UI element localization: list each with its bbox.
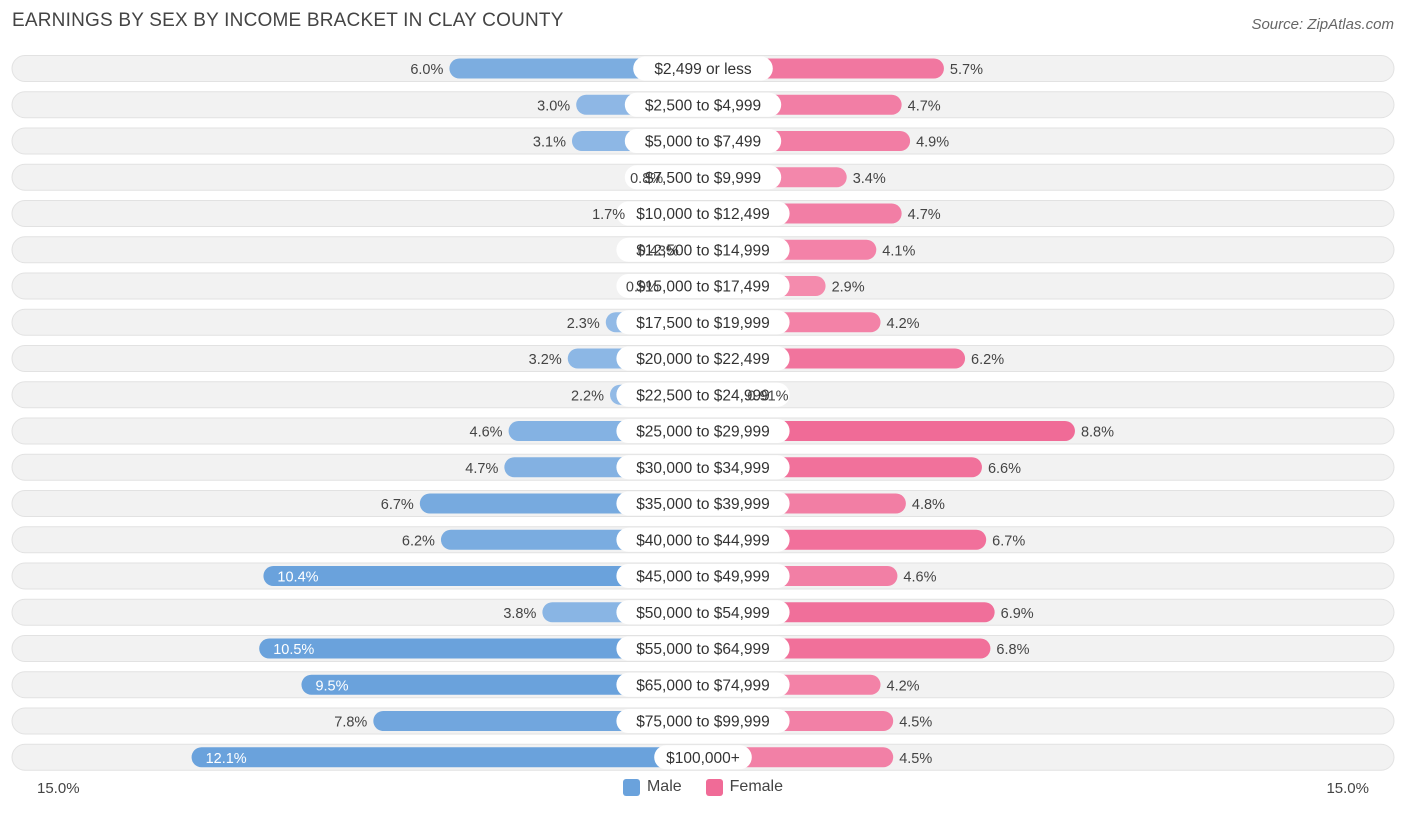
category-label: $10,000 to $12,499: [636, 206, 770, 223]
category-label: $75,000 to $99,999: [636, 714, 770, 731]
category-label: $12,500 to $14,999: [636, 242, 770, 259]
male-value-label: 3.2%: [529, 352, 562, 368]
category-label-bg: [616, 419, 790, 443]
category-label-bg: [616, 491, 790, 516]
category-label: $45,000 to $49,999: [636, 569, 770, 586]
male-value-label: 6.0%: [410, 62, 443, 78]
female-value-label: 4.7%: [908, 207, 941, 223]
male-value-label: 7.8%: [334, 715, 367, 731]
legend-swatch-female: [705, 778, 723, 796]
category-label-bg: [616, 564, 790, 588]
category-label: $15,000 to $17,499: [636, 279, 770, 296]
category-label: $55,000 to $64,999: [636, 641, 770, 658]
category-label: $50,000 to $54,999: [636, 605, 770, 622]
female-value-label: 4.2%: [887, 678, 920, 694]
female-value-label: 4.6%: [903, 570, 936, 586]
male-value-label: 4.7%: [465, 461, 498, 477]
category-label: $7,500 to $9,999: [645, 170, 761, 187]
male-value-label: 10.5%: [273, 642, 314, 658]
male-value-label: 3.8%: [503, 606, 536, 622]
category-label-bg: [616, 201, 790, 226]
category-label: $35,000 to $39,999: [636, 496, 770, 513]
chart-title: EARNINGS BY SEX BY INCOME BRACKET IN CLA…: [12, 10, 564, 31]
category-label: $2,499 or less: [654, 61, 752, 78]
male-bar: [301, 674, 703, 695]
category-label-bg: [616, 636, 790, 661]
female-value-label: 6.2%: [971, 352, 1004, 368]
male-value-label: 12.1%: [206, 751, 247, 767]
axis-right-label: 15.0%: [1326, 780, 1369, 797]
female-bar: [703, 421, 1075, 441]
category-label: $20,000 to $22,499: [636, 351, 770, 368]
female-value-label: 6.7%: [992, 533, 1025, 549]
female-value-label: 3.4%: [853, 171, 886, 187]
legend-item-female[interactable]: Female: [705, 778, 784, 796]
category-label-bg: [616, 274, 790, 298]
male-value-label: 0.9%: [626, 280, 659, 296]
female-value-label: 4.7%: [908, 98, 941, 114]
category-label-bg: [616, 527, 790, 552]
category-label-bg: [624, 92, 782, 117]
female-value-label: 4.9%: [916, 135, 949, 151]
category-label-bg: [624, 129, 782, 153]
male-value-label: 2.3%: [567, 316, 600, 332]
female-value-label: 6.9%: [1001, 606, 1034, 622]
female-value-label: 4.5%: [899, 751, 932, 767]
legend-swatch-male: [622, 778, 640, 796]
male-value-label: 0.43%: [638, 243, 679, 259]
male-value-label: 2.2%: [571, 388, 604, 404]
female-value-label: 0.91%: [747, 388, 788, 404]
female-value-label: 5.7%: [950, 62, 983, 78]
legend-label-female: Female: [729, 778, 784, 795]
category-label-bg: [654, 745, 752, 770]
male-value-label: 4.6%: [470, 425, 503, 441]
category-label-bg: [616, 672, 790, 697]
female-value-label: 8.8%: [1081, 425, 1114, 441]
category-label-bg: [616, 346, 790, 371]
male-value-label: 10.4%: [277, 570, 318, 586]
axis-left-label: 15.0%: [37, 780, 80, 797]
category-label-bg: [633, 56, 773, 81]
male-value-label: 3.0%: [537, 98, 570, 114]
category-label: $30,000 to $34,999: [636, 460, 770, 477]
female-value-label: 4.2%: [887, 316, 920, 332]
category-label: $2,500 to $4,999: [645, 97, 761, 114]
male-value-label: 1.7%: [592, 207, 625, 223]
female-value-label: 2.9%: [832, 280, 865, 296]
male-bar: [191, 747, 703, 768]
male-value-label: 6.7%: [381, 497, 414, 513]
male-bar: [259, 638, 703, 659]
category-label: $40,000 to $44,999: [636, 532, 770, 549]
category-label-bg: [616, 600, 790, 625]
category-label-bg: [616, 455, 790, 480]
category-label: $100,000+: [666, 750, 740, 767]
category-label-bg: [624, 165, 782, 190]
category-label: $22,500 to $24,999: [636, 387, 770, 404]
category-label-bg: [616, 237, 790, 262]
category-label: $65,000 to $74,999: [636, 677, 770, 694]
legend-label-male: Male: [646, 778, 682, 795]
legend-item-male[interactable]: Male: [622, 778, 682, 796]
female-value-label: 4.8%: [912, 497, 945, 513]
category-label: $25,000 to $29,999: [636, 424, 770, 441]
category-label: $17,500 to $19,999: [636, 315, 770, 332]
male-bar: [263, 566, 703, 586]
female-value-label: 6.6%: [988, 461, 1021, 477]
female-value-label: 6.8%: [996, 642, 1029, 658]
category-label-bg: [616, 310, 790, 335]
category-label-bg: [616, 382, 790, 407]
male-value-label: 0.8%: [630, 171, 663, 187]
female-value-label: 4.5%: [899, 715, 932, 731]
category-label: $5,000 to $7,499: [645, 134, 761, 151]
category-label-bg: [616, 709, 790, 733]
source-label: Source: ZipAtlas.com: [1251, 16, 1394, 33]
female-value-label: 4.1%: [882, 243, 915, 259]
legend: Male Female: [0, 778, 1406, 796]
male-value-label: 6.2%: [402, 533, 435, 549]
male-value-label: 9.5%: [315, 678, 348, 694]
male-value-label: 3.1%: [533, 135, 566, 151]
